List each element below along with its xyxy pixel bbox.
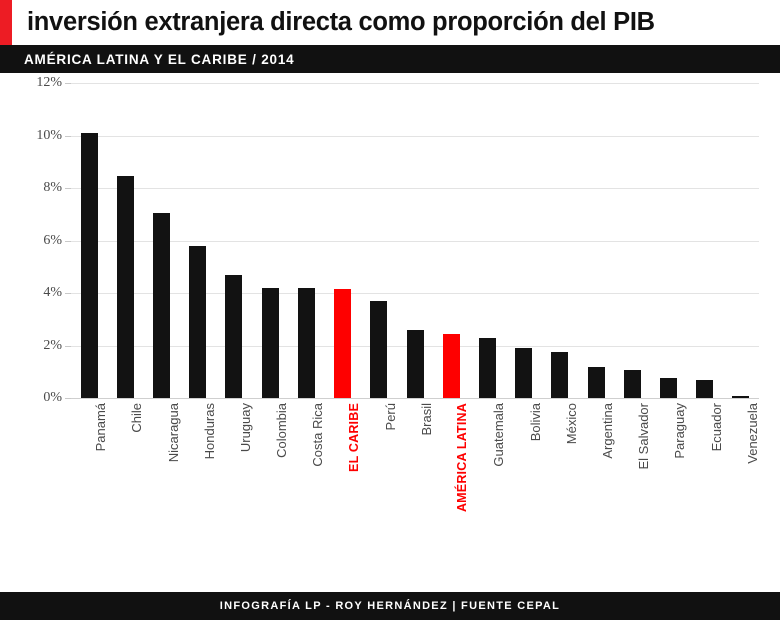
y-axis-tick-label: 0% (43, 390, 62, 405)
x-axis-label: Paraguay (672, 403, 688, 459)
y-axis-tick-label: 2% (43, 337, 62, 353)
gridline: 4% (43, 285, 759, 300)
page-title: inversión extranjera directa como propor… (27, 8, 655, 36)
x-axis-label: Bolivia (527, 403, 543, 442)
bar-chile[interactable] (116, 176, 134, 398)
x-axis-label: AMÉRICA LATINA (455, 403, 470, 513)
x-axis-label: EL CARIBE (346, 403, 361, 472)
bar-panamá[interactable] (80, 132, 98, 398)
gridline: 10% (36, 128, 759, 143)
red-accent-bar (0, 0, 12, 45)
gridline: 12% (36, 75, 759, 90)
x-axis-label: Guatemala (491, 403, 507, 467)
bar-argentina[interactable] (587, 366, 605, 398)
y-axis-tick (65, 188, 71, 189)
x-axis-label: Perú (382, 403, 398, 431)
header-subtitle-row: AMÉRICA LATINA Y EL CARIBE / 2014 (0, 45, 780, 73)
y-axis-tick-label: 10% (36, 127, 62, 143)
x-axis-label: Uruguay (237, 403, 253, 453)
y-axis-tick (65, 345, 71, 347)
x-axis-label: Chile (129, 403, 145, 433)
bar-costa-rica[interactable] (297, 287, 315, 398)
x-axis-label: México (563, 403, 579, 445)
gridline: 6% (43, 233, 759, 248)
bar-brasil[interactable] (406, 329, 424, 398)
y-axis-tick-label: 6% (43, 232, 62, 248)
x-axis-label: Venezuela (744, 403, 760, 464)
bar-venezuela[interactable] (732, 395, 750, 398)
page-subtitle: AMÉRICA LATINA Y EL CARIBE / 2014 (24, 51, 295, 67)
bar-nicaragua[interactable] (153, 212, 171, 398)
y-axis-tick (65, 293, 71, 294)
footer-bar: INFOGRAFÍA LP - ROY HERNÁNDEZ | FUENTE C… (0, 592, 780, 620)
x-axis-label: Panamá (93, 403, 109, 452)
bar-el-salvador[interactable] (623, 370, 641, 398)
x-axis-label: Ecuador (708, 403, 724, 452)
x-axis-label: Argentina (600, 403, 616, 459)
bar-ecuador[interactable] (696, 379, 714, 398)
y-axis-tick-label: 8% (43, 180, 62, 195)
bar-colombia[interactable] (261, 287, 279, 398)
bars-group (71, 83, 759, 398)
y-axis-tick (65, 398, 71, 399)
bar-el-caribe[interactable] (334, 289, 352, 398)
x-axis-label: El Salvador (636, 403, 652, 470)
bar-méxico[interactable] (551, 352, 569, 398)
bar-américa-latina[interactable] (442, 333, 460, 398)
x-axis-label: Nicaragua (165, 403, 181, 463)
x-axis-label: Colombia (274, 403, 290, 458)
bar-bolivia[interactable] (515, 348, 533, 398)
plot-area: 12% 10% 8% 6% 4% 2% 0% (36, 75, 759, 405)
bar-honduras[interactable] (189, 245, 207, 398)
y-axis-tick-label: 12% (36, 75, 62, 90)
y-axis-tick (65, 83, 71, 84)
bar-uruguay[interactable] (225, 274, 243, 398)
x-axis-label: Brasil (419, 403, 434, 436)
gridline: 8% (43, 180, 759, 195)
y-axis-tick (65, 240, 71, 242)
footer-credit: INFOGRAFÍA LP - ROY HERNÁNDEZ | FUENTE C… (219, 600, 561, 612)
bar-guatemala[interactable] (478, 337, 496, 398)
bar-chart: 12% 10% 8% 6% 4% 2% 0% Panamá Chile Nicaragua Hon… (0, 73, 780, 585)
bar-paraguay[interactable] (659, 378, 677, 398)
gridline: 0% (43, 390, 759, 405)
y-axis-tick (65, 135, 71, 137)
header-title-row: inversión extranjera directa como propor… (0, 0, 780, 45)
x-axis-label: Honduras (201, 403, 217, 460)
x-axis-label: Costa Rica (310, 403, 326, 467)
x-axis-labels-group: Panamá Chile Nicaragua Honduras Uruguay Colom… (71, 403, 760, 578)
bar-perú[interactable] (370, 300, 388, 398)
y-axis-tick-label: 4% (43, 285, 62, 300)
